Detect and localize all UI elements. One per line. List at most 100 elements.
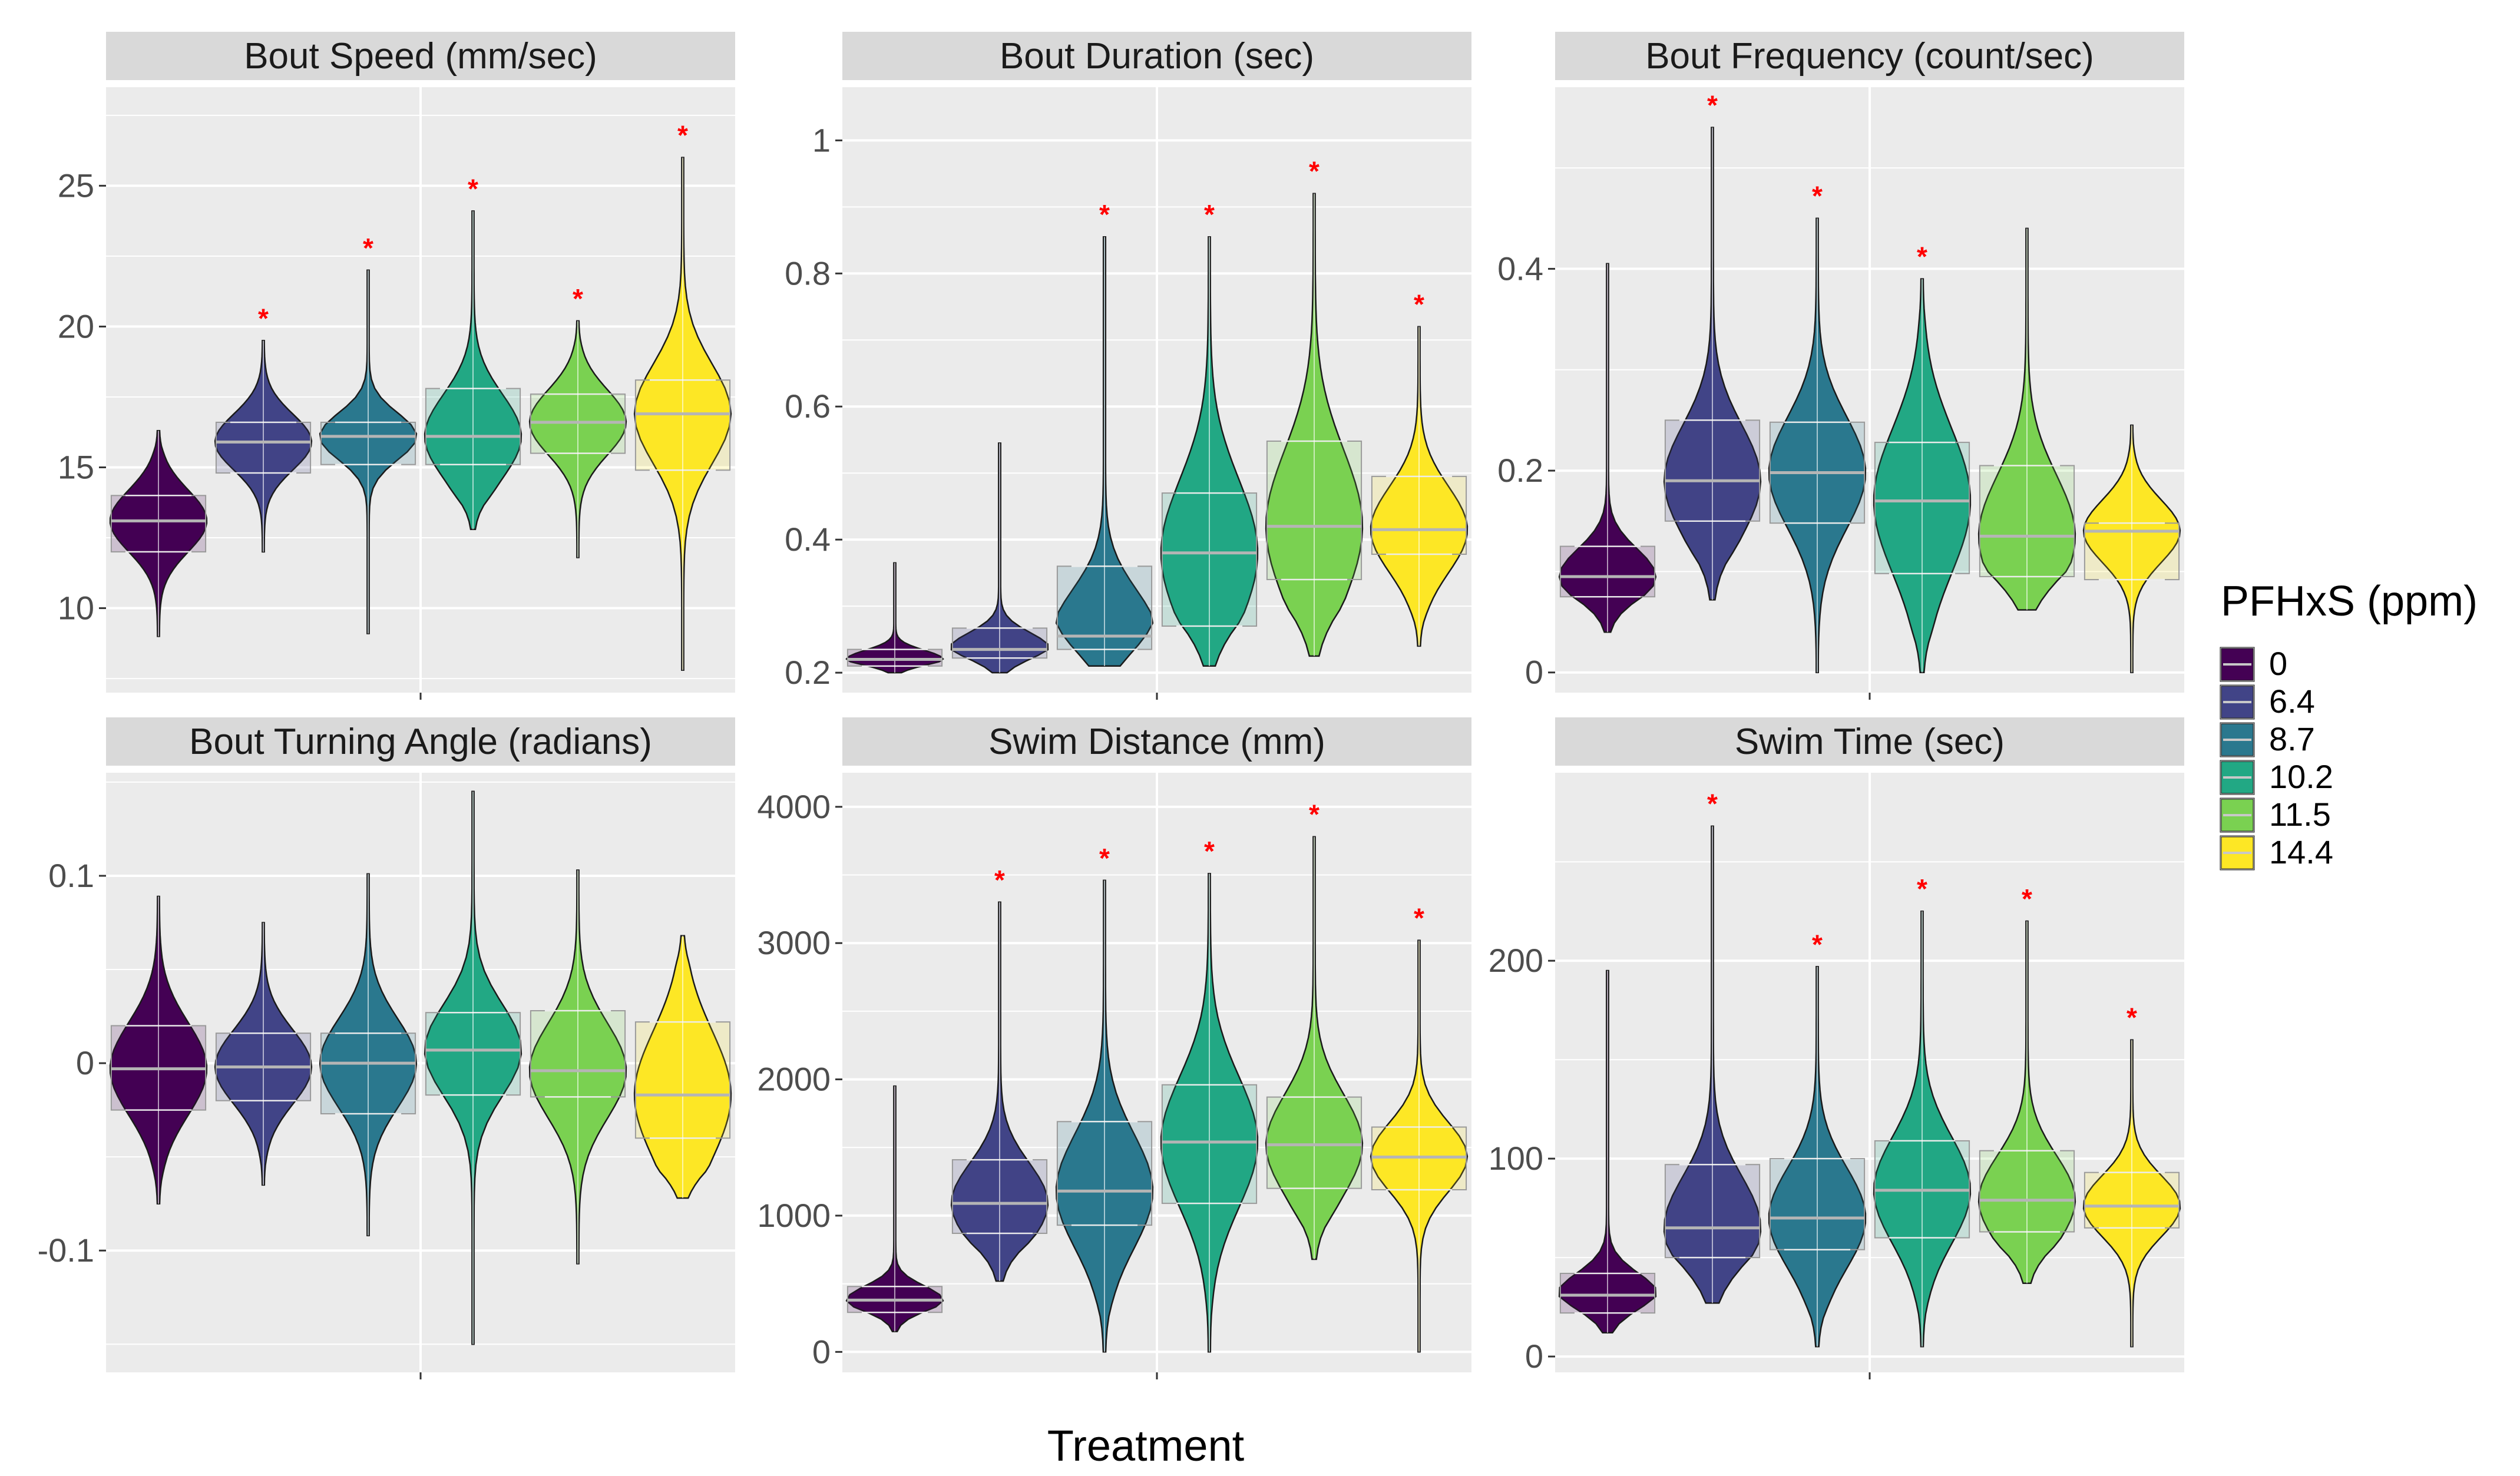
violin-group-8-7: * (1055, 843, 1154, 1353)
strip-background (106, 717, 735, 766)
significance-star: * (1309, 799, 1319, 830)
significance-star: * (1812, 181, 1823, 211)
y-tick-label: 0 (1525, 654, 1543, 691)
violin-group-8-7: * (1768, 181, 1867, 673)
legend-label: 10.2 (2269, 758, 2333, 795)
violin-group-10-2: * (1160, 836, 1259, 1353)
significance-star: * (1204, 199, 1215, 230)
legend-swatch-outline (2220, 798, 2254, 832)
y-tick-label: 0.2 (1497, 452, 1543, 489)
significance-star: * (2022, 883, 2032, 914)
violin-group-8-7: * (1055, 199, 1154, 667)
violin-group-14-4: * (2082, 1002, 2181, 1348)
y-tick-label: 2000 (757, 1061, 831, 1098)
panel-title: Bout Turning Angle (radians) (189, 722, 652, 762)
legend-label: 0 (2269, 645, 2287, 682)
violin-group-8-7 (319, 873, 418, 1237)
y-tick-label: 200 (1489, 942, 1543, 979)
panel-4: Bout Turning Angle (radians) -0.1 0 0.1 (38, 717, 735, 1379)
significance-star: * (2127, 1002, 2137, 1033)
violin-group-6-4 (214, 922, 313, 1186)
legend-label: 6.4 (2269, 683, 2315, 720)
panel-1: Bout Speed (mm/sec) 10 15 20 25 * * * * * (58, 32, 735, 700)
y-tick-label: 1 (812, 121, 831, 158)
panel-title: Swim Time (sec) (1735, 722, 2005, 762)
violin-group-14-4: * (1370, 289, 1469, 647)
y-tick-label: 10 (58, 590, 94, 627)
significance-star: * (1707, 90, 1718, 121)
violin-group-0 (845, 1085, 944, 1332)
violin-group-0 (1558, 969, 1657, 1334)
significance-star: * (363, 233, 373, 263)
legend: PFHxS (ppm) 06.48.710.211.514.4 (2220, 578, 2478, 871)
violin-group-6-4: * (950, 865, 1049, 1282)
y-tick-label: 0 (76, 1044, 94, 1081)
legend-label: 11.5 (2269, 796, 2331, 833)
violin-group-10-2 (424, 790, 522, 1345)
y-tick-label: 0.8 (785, 254, 831, 292)
significance-star: * (573, 283, 583, 314)
significance-star: * (1917, 241, 1927, 272)
violin-group-6-4: * (1663, 90, 1762, 601)
significance-star: * (994, 865, 1005, 895)
y-tick-label: 25 (58, 167, 94, 204)
violin-group-0 (109, 430, 208, 637)
significance-star: * (1099, 199, 1110, 230)
violin-group-0 (1558, 263, 1657, 633)
legend-swatch-outline (2220, 723, 2254, 757)
significance-star: * (1099, 843, 1110, 873)
y-tick-label: 100 (1489, 1140, 1543, 1177)
violin-group-0 (109, 895, 208, 1204)
panel-title: Bout Speed (mm/sec) (244, 36, 597, 77)
legend-title: PFHxS (ppm) (2221, 578, 2478, 625)
violin-group-8-7: * (319, 233, 418, 634)
violin-group-6-4: * (1663, 789, 1762, 1304)
violin-group-11-5: * (528, 283, 627, 558)
panel-title: Swim Distance (mm) (988, 722, 1325, 762)
significance-star: * (1309, 156, 1319, 187)
legend-swatch-outline (2220, 647, 2254, 681)
violin-group-14-4 (633, 935, 732, 1199)
y-tick-label: 3000 (757, 924, 831, 961)
strip-background (1555, 717, 2184, 766)
panel-title: Bout Frequency (count/sec) (1645, 36, 2094, 77)
significance-star: * (677, 120, 688, 151)
y-tick-label: 20 (58, 307, 94, 345)
significance-star: * (258, 303, 269, 333)
legend-label: 8.7 (2269, 720, 2315, 757)
strip-background (842, 32, 1471, 80)
panel-6: Swim Time (sec) 0 100 200 * * * * * (1489, 717, 2184, 1379)
violin-group-14-4: * (1370, 903, 1469, 1353)
strip-background (106, 32, 735, 80)
violin-group-11-5 (528, 869, 627, 1265)
panel-2: Bout Duration (sec) 0.2 0.4 0.6 0.8 1 * * * * (785, 32, 1471, 700)
violin-group-6-4 (950, 442, 1049, 674)
y-tick-label: 0.4 (785, 521, 831, 558)
legend-swatch-outline (2220, 760, 2254, 795)
y-tick-label: 0.6 (785, 388, 831, 425)
violin-group-10-2: * (1873, 241, 1972, 673)
violin-group-11-5 (1977, 227, 2076, 611)
violin-group-11-5: * (1265, 156, 1364, 657)
significance-star: * (1812, 929, 1823, 959)
legend-swatch-outline (2220, 685, 2254, 719)
violin-group-10-2: * (424, 173, 522, 530)
y-tick-label: 1000 (757, 1197, 831, 1234)
significance-star: * (1917, 873, 1927, 904)
y-tick-label: 0.1 (48, 857, 94, 894)
x-axis-title: Treatment (1047, 1421, 1245, 1470)
violin-group-11-5: * (1265, 799, 1364, 1260)
y-tick-label: -0.1 (38, 1232, 95, 1269)
significance-star: * (1204, 836, 1215, 866)
violin-group-14-4: * (633, 120, 732, 671)
panel-5: Swim Distance (mm) 0 1000 2000 3000 4000 * * * * * (757, 717, 1471, 1379)
legend-items: 06.48.710.211.514.4 (2220, 645, 2333, 871)
panel-title: Bout Duration (sec) (1000, 36, 1314, 77)
y-tick-label: 0 (1525, 1338, 1543, 1375)
y-tick-label: 0.2 (785, 654, 831, 691)
legend-label: 14.4 (2269, 833, 2333, 871)
significance-star: * (1414, 903, 1424, 934)
significance-star: * (468, 173, 478, 204)
